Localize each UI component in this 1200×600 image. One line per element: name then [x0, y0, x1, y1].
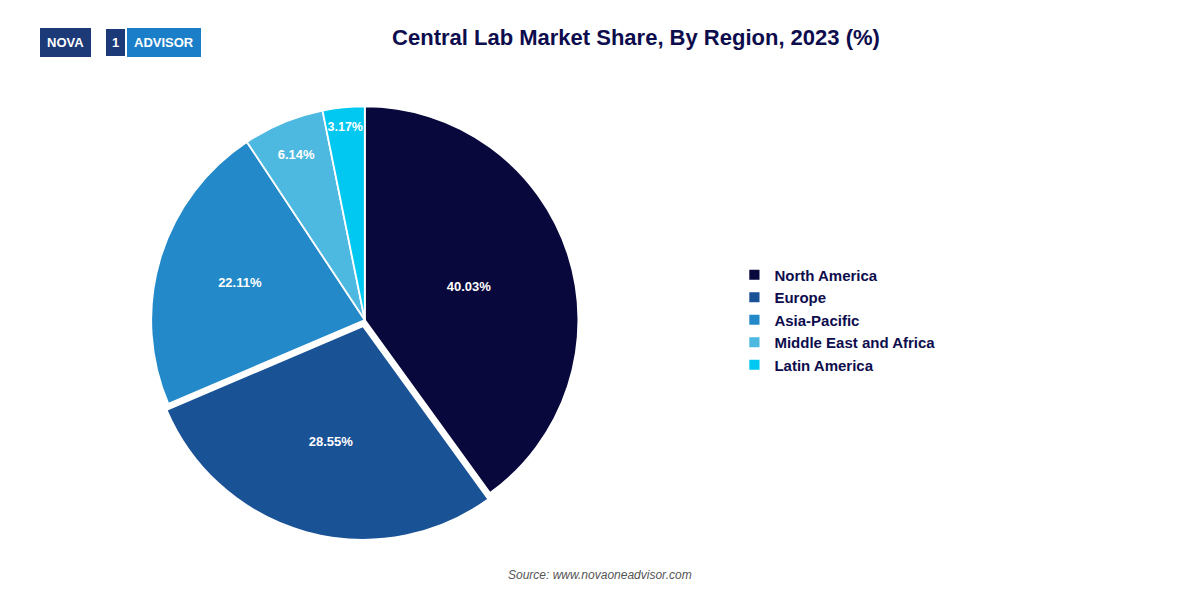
svg-text:Asia-Pacific: Asia-Pacific	[774, 312, 859, 329]
svg-text:ADVISOR: ADVISOR	[134, 35, 194, 50]
svg-text:Middle East and Africa: Middle East and Africa	[774, 334, 935, 351]
svg-text:28.55%: 28.55%	[309, 434, 354, 449]
svg-text:North America: North America	[774, 267, 877, 284]
svg-text:6.14%: 6.14%	[278, 147, 315, 162]
svg-text:NOVA: NOVA	[47, 35, 84, 50]
svg-text:Europe: Europe	[774, 289, 826, 306]
svg-text:Latin America: Latin America	[774, 357, 873, 374]
svg-text:Central Lab Market Share, By R: Central Lab Market Share, By Region, 202…	[392, 25, 880, 50]
svg-text:3.17%: 3.17%	[328, 120, 363, 134]
svg-text:22.11%: 22.11%	[218, 275, 262, 290]
svg-text:1: 1	[112, 35, 119, 50]
svg-text:40.03%: 40.03%	[447, 279, 492, 294]
svg-text:Source: www.novaoneadvisor.com: Source: www.novaoneadvisor.com	[508, 568, 692, 582]
